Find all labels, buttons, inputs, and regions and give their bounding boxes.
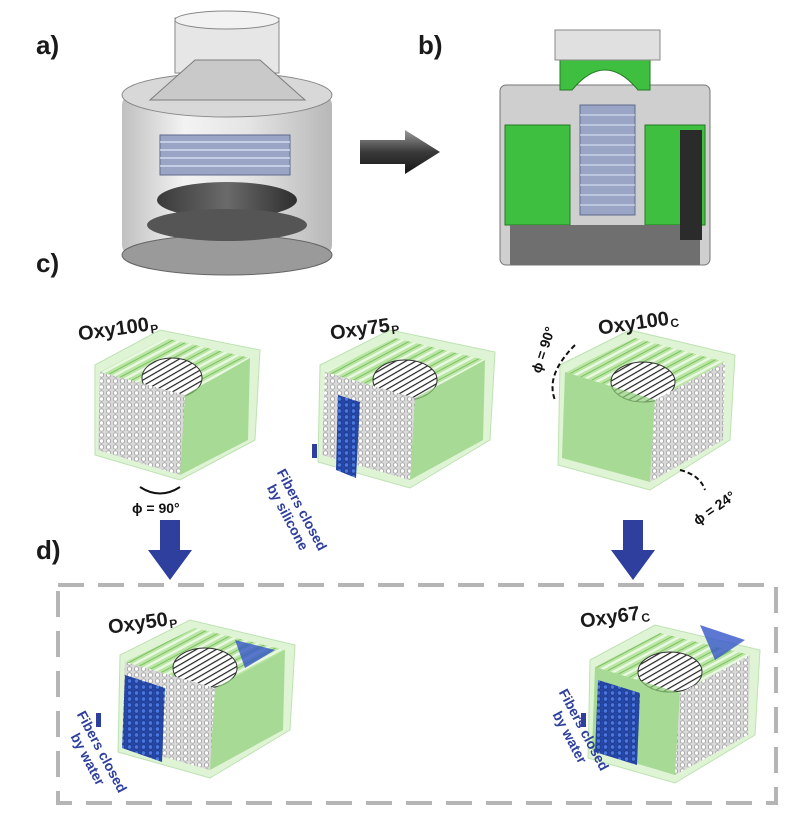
- module-oxy75p-graphic: [317, 329, 496, 489]
- dashed-frame: [56, 583, 778, 805]
- device-closed-illustration: [121, 10, 333, 276]
- down-arrow-right: [611, 520, 655, 580]
- down-arrow-left: [148, 520, 192, 580]
- device-cutaway-illustration: [499, 29, 711, 266]
- module-subscript: C: [669, 315, 681, 331]
- panel-label-b: b): [418, 30, 443, 60]
- right-arrow: [360, 130, 440, 174]
- note-marker: [581, 713, 586, 727]
- panel-label-d: d): [36, 535, 61, 565]
- panel-label-a: a): [36, 30, 60, 60]
- note-marker: [312, 444, 317, 458]
- angle-label-oxy100p: ϕ = 90°: [132, 500, 180, 516]
- note-marker: [96, 713, 101, 727]
- module-oxy100p-graphic: [94, 329, 261, 495]
- module-oxy100c-graphic: [551, 329, 736, 491]
- module-oxy67c-graphic: [587, 624, 761, 784]
- module-subscript: C: [640, 610, 651, 626]
- module-oxy50p-graphic: [117, 619, 296, 779]
- panel-label-c: c): [36, 248, 60, 278]
